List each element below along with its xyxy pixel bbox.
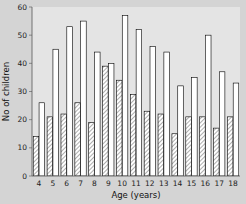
x-tick-label: 15 xyxy=(187,179,197,188)
x-tick-label: 17 xyxy=(214,179,224,188)
y-tick-label: 40 xyxy=(17,59,27,68)
bar xyxy=(67,27,73,176)
y-tick xyxy=(29,63,32,64)
bar xyxy=(81,21,87,176)
y-tick xyxy=(29,176,32,177)
x-tick-label: 16 xyxy=(201,179,211,188)
y-tick-label: 0 xyxy=(22,172,27,181)
bar xyxy=(164,52,170,176)
y-tick-label: 30 xyxy=(17,87,27,96)
bar xyxy=(158,114,164,176)
bar xyxy=(233,83,239,176)
y-tick xyxy=(29,7,32,8)
bar xyxy=(214,128,220,176)
bar xyxy=(150,46,156,176)
x-tick-label: 6 xyxy=(64,179,69,188)
bar xyxy=(47,117,53,176)
chart-container: 0 10 20 30 40 50 60 456789 10 11 12 13 14 15 1617 18 Age… xyxy=(0,0,246,204)
x-tick-label: 11 xyxy=(131,179,141,188)
x-tick-label: 10 xyxy=(117,179,127,188)
y-tick-label: 20 xyxy=(17,115,27,124)
x-tick-label: 14 xyxy=(173,179,183,188)
x-tick-label: 5 xyxy=(50,179,55,188)
x-tick-label: 13 xyxy=(159,179,169,188)
bar xyxy=(136,30,142,176)
bars xyxy=(33,15,239,176)
x-tick-label: 12 xyxy=(145,179,155,188)
bar xyxy=(39,103,45,176)
bar xyxy=(122,15,128,176)
bar xyxy=(178,86,184,176)
x-tick-label: 7 xyxy=(78,179,83,188)
bar xyxy=(227,117,233,176)
x-axis xyxy=(32,176,240,177)
bar xyxy=(144,111,150,176)
bar xyxy=(61,114,67,176)
bar xyxy=(108,63,114,176)
x-tick-label: 4 xyxy=(37,179,42,188)
y-tick-label: 50 xyxy=(17,31,27,40)
bar xyxy=(33,137,39,176)
y-tick-label: 60 xyxy=(17,3,27,12)
bar xyxy=(116,80,122,176)
bar xyxy=(172,134,178,176)
y-axis-label: No of children xyxy=(1,62,11,121)
y-tick xyxy=(29,147,32,148)
bar xyxy=(130,94,136,176)
bar xyxy=(53,49,59,176)
bar xyxy=(95,52,101,176)
bar xyxy=(186,117,192,176)
y-axis xyxy=(32,7,33,176)
y-tick xyxy=(29,91,32,92)
x-tick-label: 9 xyxy=(106,179,111,188)
plot-area xyxy=(32,7,240,176)
x-axis-label: Age (years) xyxy=(111,190,160,200)
bar xyxy=(192,77,198,176)
bar xyxy=(103,66,109,176)
bar xyxy=(89,122,95,176)
chart-svg: 0 10 20 30 40 50 60 456789 10 11 12 13 14 15 1617 18 Age… xyxy=(0,0,246,204)
bar xyxy=(205,35,211,176)
bar xyxy=(200,117,206,176)
x-tick-label: 8 xyxy=(92,179,97,188)
bar xyxy=(219,72,225,176)
y-tick xyxy=(29,35,32,36)
x-tick-label: 18 xyxy=(228,179,238,188)
y-tick-label: 10 xyxy=(17,143,27,152)
y-tick xyxy=(29,119,32,120)
bar xyxy=(75,103,81,176)
